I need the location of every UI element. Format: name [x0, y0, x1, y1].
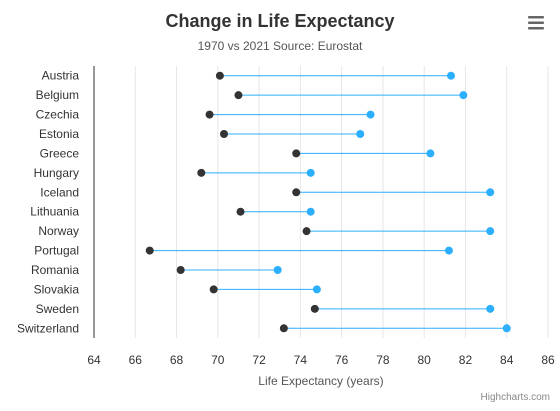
category-label: Lithuania [30, 205, 79, 219]
high-value-point[interactable] [486, 188, 495, 197]
low-value-point[interactable] [176, 266, 185, 274]
high-value-point[interactable] [366, 110, 375, 119]
low-value-point[interactable] [197, 168, 206, 177]
category-label: Belgium [36, 88, 79, 102]
low-value-point[interactable] [220, 130, 229, 138]
x-tick-label: 72 [252, 353, 266, 367]
x-tick-label: 80 [418, 353, 432, 367]
category-labels: Austria Belgium Czechia Estonia Greece Hungar… [17, 69, 79, 336]
high-value-point[interactable] [486, 227, 495, 236]
x-axis-tick-labels: 64 66 68 70 72 74 76 78 80 82 84 86 [87, 353, 555, 367]
x-tick-label: 82 [459, 353, 473, 367]
category-label: Hungary [34, 166, 79, 180]
category-label: Greece [40, 146, 80, 160]
category-label: Switzerland [17, 321, 79, 335]
x-tick-label: 78 [376, 353, 390, 367]
low-value-point[interactable] [236, 207, 245, 216]
data-points [145, 71, 511, 333]
low-value-point[interactable] [209, 285, 218, 294]
x-tick-label: 66 [129, 353, 143, 367]
x-tick-label: 70 [211, 353, 225, 367]
category-label: Sweden [36, 302, 79, 316]
high-value-point[interactable] [356, 130, 365, 138]
category-label: Slovakia [34, 282, 80, 296]
hamburger-menu-icon[interactable] [522, 12, 550, 36]
category-label: Romania [31, 263, 79, 277]
chart-subtitle: 1970 vs 2021 Source: Eurostat [198, 39, 363, 53]
high-value-point[interactable] [312, 285, 321, 294]
high-value-point[interactable] [306, 168, 315, 177]
low-value-point[interactable] [302, 227, 311, 236]
x-tick-label: 76 [335, 353, 349, 367]
low-value-point[interactable] [234, 91, 243, 100]
x-tick-label: 64 [87, 353, 101, 367]
high-value-point[interactable] [306, 207, 315, 216]
gridlines [134, 66, 549, 338]
low-value-point[interactable] [145, 246, 154, 255]
high-value-point[interactable] [426, 149, 435, 158]
category-label: Iceland [40, 185, 79, 199]
category-label: Czechia [36, 108, 80, 122]
high-value-point[interactable] [459, 91, 468, 100]
low-value-point[interactable] [292, 188, 301, 197]
high-value-point[interactable] [486, 304, 495, 313]
high-value-point[interactable] [502, 324, 511, 333]
low-value-point[interactable] [292, 149, 301, 158]
high-value-point[interactable] [444, 246, 453, 255]
x-tick-label: 74 [294, 353, 308, 367]
low-value-point[interactable] [279, 324, 288, 333]
category-label: Estonia [39, 127, 79, 141]
category-label: Austria [42, 69, 80, 83]
credits-link[interactable]: Highcharts.com [481, 392, 550, 403]
x-tick-label: 84 [500, 353, 514, 367]
low-value-point[interactable] [205, 110, 214, 119]
x-axis-title: Life Expectancy (years) [258, 374, 383, 388]
chart-title: Change in Life Expectancy [165, 11, 394, 31]
x-tick-label: 68 [170, 353, 184, 367]
connectors [149, 75, 507, 329]
low-value-point[interactable] [310, 304, 319, 313]
category-label: Norway [38, 224, 79, 238]
category-label: Portugal [34, 244, 79, 258]
high-value-point[interactable] [447, 71, 456, 80]
x-tick-label: 86 [541, 353, 555, 367]
low-value-point[interactable] [215, 71, 224, 80]
high-value-point[interactable] [273, 266, 282, 274]
